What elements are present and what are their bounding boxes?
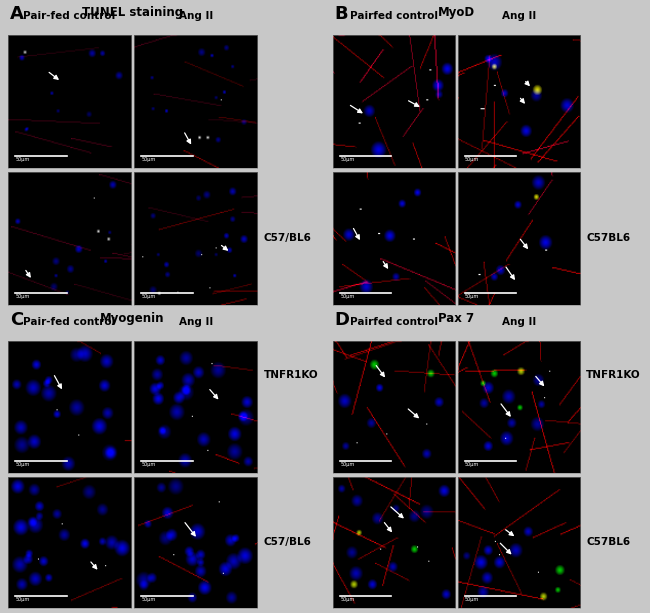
Text: MyoD: MyoD bbox=[437, 6, 475, 18]
Text: D: D bbox=[335, 311, 350, 329]
Text: Pair-fed control: Pair-fed control bbox=[23, 11, 116, 21]
Text: Pairfed control: Pairfed control bbox=[350, 317, 438, 327]
Text: B: B bbox=[335, 5, 348, 23]
Text: TUNEL staining: TUNEL staining bbox=[82, 6, 183, 18]
Text: A: A bbox=[10, 5, 23, 23]
Text: 50μm: 50μm bbox=[465, 294, 479, 299]
Text: TNFR1KO: TNFR1KO bbox=[586, 370, 641, 380]
Text: Pax 7: Pax 7 bbox=[438, 312, 474, 325]
Text: 50μm: 50μm bbox=[340, 158, 354, 162]
Text: 50μm: 50μm bbox=[15, 158, 29, 162]
Text: 50μm: 50μm bbox=[340, 294, 354, 299]
Text: 50μm: 50μm bbox=[15, 294, 29, 299]
Text: C57/BL6: C57/BL6 bbox=[264, 233, 312, 243]
Text: Ang II: Ang II bbox=[502, 11, 536, 21]
Text: TNFR1KO: TNFR1KO bbox=[264, 370, 318, 380]
Text: 50μm: 50μm bbox=[141, 462, 155, 467]
Text: C57/BL6: C57/BL6 bbox=[264, 538, 312, 547]
Text: Ang II: Ang II bbox=[179, 11, 213, 21]
Text: 50μm: 50μm bbox=[141, 597, 155, 603]
Text: 50μm: 50μm bbox=[465, 158, 479, 162]
Text: Pair-fed control: Pair-fed control bbox=[23, 317, 116, 327]
Text: 50μm: 50μm bbox=[141, 158, 155, 162]
Text: 50μm: 50μm bbox=[340, 597, 354, 603]
Text: 50μm: 50μm bbox=[465, 462, 479, 467]
Text: 50μm: 50μm bbox=[15, 462, 29, 467]
Text: Ang II: Ang II bbox=[179, 317, 213, 327]
Text: Ang II: Ang II bbox=[502, 317, 536, 327]
Text: C57BL6: C57BL6 bbox=[586, 233, 630, 243]
Text: 50μm: 50μm bbox=[15, 597, 29, 603]
Text: C57BL6: C57BL6 bbox=[586, 538, 630, 547]
Text: Myogenin: Myogenin bbox=[100, 312, 165, 325]
Text: Pairfed control: Pairfed control bbox=[350, 11, 438, 21]
Text: 50μm: 50μm bbox=[340, 462, 354, 467]
Text: C: C bbox=[10, 311, 23, 329]
Text: 50μm: 50μm bbox=[465, 597, 479, 603]
Text: 50μm: 50μm bbox=[141, 294, 155, 299]
